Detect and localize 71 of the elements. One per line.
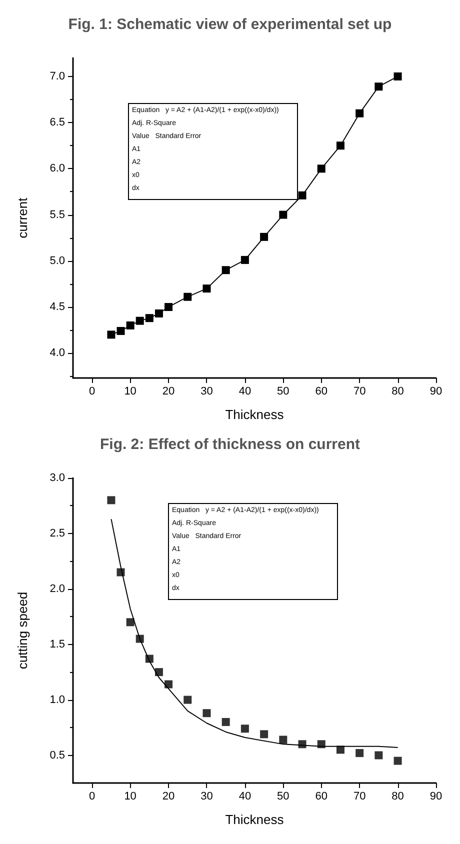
point <box>260 232 268 241</box>
chart-title: Fig. 1: Schematic view of experimental set up <box>68 16 392 33</box>
point <box>107 496 116 504</box>
x-tick-label: 20 <box>162 790 175 802</box>
x-tick-label: 20 <box>162 386 175 398</box>
y-tick-label: 4.5 <box>50 300 65 313</box>
x-tick-label: 50 <box>277 386 290 398</box>
y-tick-label: 0.5 <box>50 749 65 762</box>
y-tick-label: 3.0 <box>50 472 65 484</box>
x-tick-label: 0 <box>89 386 96 398</box>
y-axis-title: current <box>15 197 30 238</box>
x-tick-label: 0 <box>89 790 96 802</box>
point <box>222 718 230 726</box>
point <box>374 751 383 760</box>
point <box>184 696 192 704</box>
x-tick-label: 80 <box>392 790 404 802</box>
x-tick-label: 40 <box>238 386 252 398</box>
point <box>356 749 364 758</box>
point <box>279 736 288 744</box>
x-axis-title: Thickness <box>225 407 284 422</box>
y-tick-label: 1.5 <box>50 638 65 650</box>
x-tick-label: 90 <box>430 790 442 802</box>
chart-title: Fig. 2: Effect of thickness on current <box>100 436 360 453</box>
point <box>164 302 173 311</box>
x-tick-label: 40 <box>238 790 252 802</box>
x-tick-label: 30 <box>200 386 213 398</box>
x-tick-label: 10 <box>124 386 136 398</box>
point <box>356 109 364 118</box>
x-tick-label: 50 <box>277 790 290 802</box>
y-tick-label: 7.0 <box>50 70 65 82</box>
y-tick-label: 1.0 <box>50 694 65 706</box>
point <box>154 668 163 676</box>
y-axis-title: cutting speed <box>15 592 30 670</box>
x-tick-label: 60 <box>315 386 328 398</box>
y-tick-label: 5.5 <box>50 208 65 221</box>
x-tick-label: 60 <box>315 790 328 802</box>
point <box>260 730 268 738</box>
point <box>394 72 402 80</box>
point <box>240 256 249 264</box>
y-tick-label: 5.0 <box>50 254 65 267</box>
y-tick-label: 6.0 <box>50 162 65 175</box>
x-tick-label: 80 <box>392 386 404 398</box>
point <box>126 321 134 330</box>
point <box>154 309 163 318</box>
point <box>126 618 134 626</box>
point <box>184 292 192 301</box>
point <box>317 164 326 173</box>
point <box>145 314 154 322</box>
x-tick-label: 10 <box>124 790 136 802</box>
point <box>240 724 249 733</box>
x-tick-label: 30 <box>200 790 213 802</box>
point <box>374 82 383 91</box>
point <box>279 210 288 219</box>
y-tick-label: 6.5 <box>50 116 65 129</box>
y-tick-label: 4.0 <box>50 347 65 360</box>
point <box>136 316 144 325</box>
y-tick-label: 2.5 <box>50 527 65 540</box>
x-tick-label: 70 <box>353 386 366 398</box>
point <box>107 330 116 339</box>
point <box>116 326 125 335</box>
x-tick-label: 70 <box>353 790 366 802</box>
point <box>298 191 306 200</box>
x-tick-label: 90 <box>430 386 442 398</box>
point <box>202 284 211 293</box>
y-tick-label: 2.0 <box>50 582 65 595</box>
point <box>164 680 173 688</box>
point <box>336 142 344 150</box>
point <box>394 756 402 765</box>
point <box>202 709 211 718</box>
point <box>222 266 230 274</box>
x-axis-title: Thickness <box>225 812 284 827</box>
